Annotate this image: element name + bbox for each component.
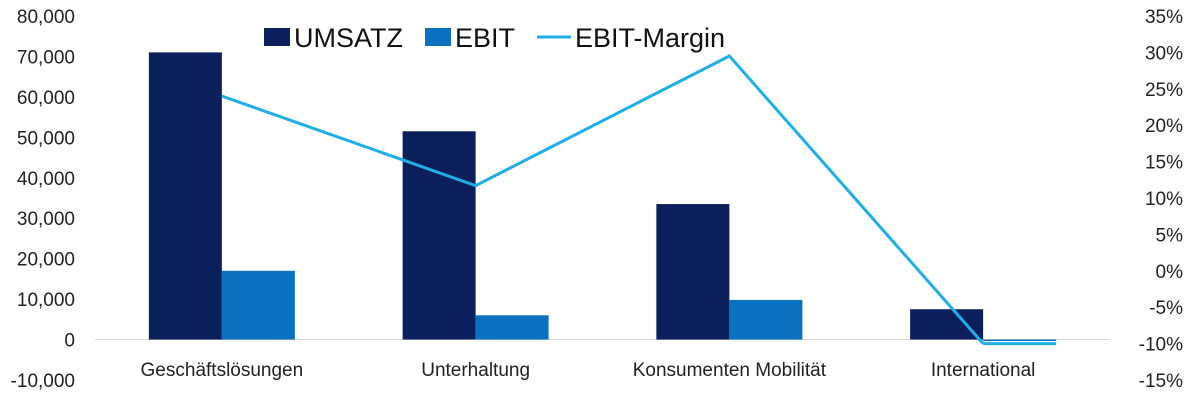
y-right-tick-label: 0% bbox=[1156, 262, 1184, 283]
y-right-tick-label: -5% bbox=[1149, 298, 1183, 319]
x-category-label: Geschäftslösungen bbox=[141, 360, 304, 381]
y-left-tick-label: 20,000 bbox=[17, 250, 75, 271]
y-left-tick-label: 10,000 bbox=[17, 290, 75, 311]
legend-label: EBIT bbox=[455, 23, 515, 53]
bar-umsatz-3 bbox=[656, 204, 730, 340]
legend-swatch-ebit bbox=[425, 28, 451, 46]
y-right-tick-label: -10% bbox=[1139, 335, 1183, 356]
y-right-tick-label: 30% bbox=[1145, 43, 1183, 64]
y-left-tick-label: 60,000 bbox=[17, 88, 75, 109]
y-left-tick-label: 0 bbox=[64, 331, 75, 352]
y-right-tick-label: 15% bbox=[1145, 153, 1183, 174]
bar-ebit-1 bbox=[221, 270, 295, 340]
legend-label: UMSATZ bbox=[294, 23, 403, 53]
x-category-label: Konsumenten Mobilität bbox=[633, 360, 827, 381]
y-left-tick-label: 70,000 bbox=[17, 47, 75, 68]
y-left-tick-label: 80,000 bbox=[17, 7, 75, 28]
bar-ebit-3 bbox=[729, 299, 803, 340]
x-category-label: Unterhaltung bbox=[421, 360, 530, 381]
legend-swatch-umsatz bbox=[264, 28, 290, 46]
y-left-tick-label: 40,000 bbox=[17, 169, 75, 190]
bar-umsatz-2 bbox=[402, 131, 476, 340]
legend-label: EBIT-Margin bbox=[575, 23, 725, 53]
y-left-tick-label: 30,000 bbox=[17, 209, 75, 230]
bar-umsatz-4 bbox=[910, 309, 984, 340]
y-right-tick-label: 10% bbox=[1145, 189, 1183, 210]
x-category-label: International bbox=[931, 360, 1036, 381]
bar-ebit-4 bbox=[983, 339, 1057, 342]
y-right-tick-label: 25% bbox=[1145, 80, 1183, 101]
y-right-tick-label: 20% bbox=[1145, 116, 1183, 137]
line-ebit-margin bbox=[221, 54, 985, 345]
y-left-tick-label: -10,000 bbox=[11, 371, 75, 392]
y-right-tick-label: -15% bbox=[1139, 371, 1183, 392]
bar-ebit-2 bbox=[475, 315, 549, 340]
y-left-tick-label: 50,000 bbox=[17, 128, 75, 149]
bar-umsatz-1 bbox=[148, 52, 222, 340]
y-right-tick-label: 35% bbox=[1145, 7, 1183, 28]
y-right-tick-label: 5% bbox=[1156, 225, 1184, 246]
